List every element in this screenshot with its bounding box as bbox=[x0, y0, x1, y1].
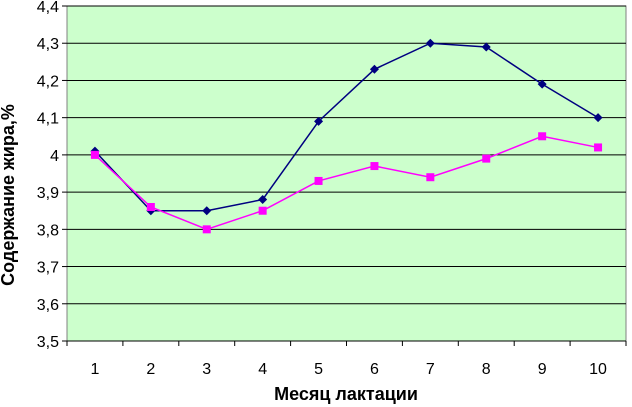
y-tick-label: 4,2 bbox=[37, 73, 59, 90]
data-point-square bbox=[202, 225, 211, 234]
y-tick-label: 3,8 bbox=[37, 222, 59, 239]
data-point-square bbox=[426, 173, 435, 182]
data-point-diamond bbox=[537, 79, 547, 89]
series-line bbox=[94, 42, 599, 212]
x-tick-label: 10 bbox=[589, 361, 607, 378]
data-point-diamond bbox=[202, 206, 212, 216]
series-layer bbox=[90, 38, 603, 234]
data-point-square bbox=[146, 203, 155, 211]
data-point-diamond bbox=[369, 64, 379, 74]
x-axis-title: Месяц лактации bbox=[274, 384, 418, 404]
x-tick-label: 6 bbox=[370, 361, 379, 378]
data-point-diamond bbox=[314, 116, 324, 126]
y-tick-label: 3,7 bbox=[37, 260, 59, 277]
series-2 bbox=[90, 132, 603, 234]
data-point-diamond bbox=[425, 38, 435, 48]
data-point-square bbox=[482, 154, 491, 163]
series-line bbox=[94, 135, 599, 231]
y-tick-label: 3,5 bbox=[37, 334, 59, 351]
x-tick-label: 5 bbox=[314, 361, 323, 378]
x-tick-label: 9 bbox=[538, 361, 547, 378]
x-tick-label: 3 bbox=[202, 361, 211, 378]
data-point-square bbox=[258, 206, 267, 215]
y-tick-label: 4,3 bbox=[37, 36, 59, 53]
y-tick-label: 4 bbox=[50, 148, 59, 165]
y-tick-label: 4,4 bbox=[37, 0, 59, 16]
x-tick-label: 1 bbox=[90, 361, 99, 378]
x-tick-label: 7 bbox=[426, 361, 435, 378]
gridlines bbox=[67, 5, 626, 342]
y-axis-ticks: 3,5 3,6 3,7 3,8 3,9 4 4,1 4,2 4,3 4,4 bbox=[37, 0, 67, 351]
y-tick-label: 4,1 bbox=[37, 111, 59, 128]
x-axis-ticks: 1 2 3 4 5 6 7 8 9 10 bbox=[66, 341, 627, 378]
y-tick-label: 3,6 bbox=[37, 297, 59, 314]
data-point-diamond bbox=[258, 195, 268, 205]
x-tick-label: 8 bbox=[482, 361, 491, 378]
data-point-square bbox=[90, 150, 99, 159]
data-point-diamond bbox=[481, 42, 491, 52]
data-point-square bbox=[594, 143, 603, 152]
data-point-square bbox=[370, 162, 379, 171]
x-tick-label: 2 bbox=[146, 361, 155, 378]
data-point-square bbox=[314, 176, 323, 185]
y-tick-label: 3,9 bbox=[37, 185, 59, 202]
x-tick-label: 4 bbox=[258, 361, 267, 378]
y-axis-title: Содержание жира,% bbox=[0, 104, 18, 286]
data-point-diamond bbox=[593, 113, 603, 123]
data-point-square bbox=[538, 132, 547, 141]
